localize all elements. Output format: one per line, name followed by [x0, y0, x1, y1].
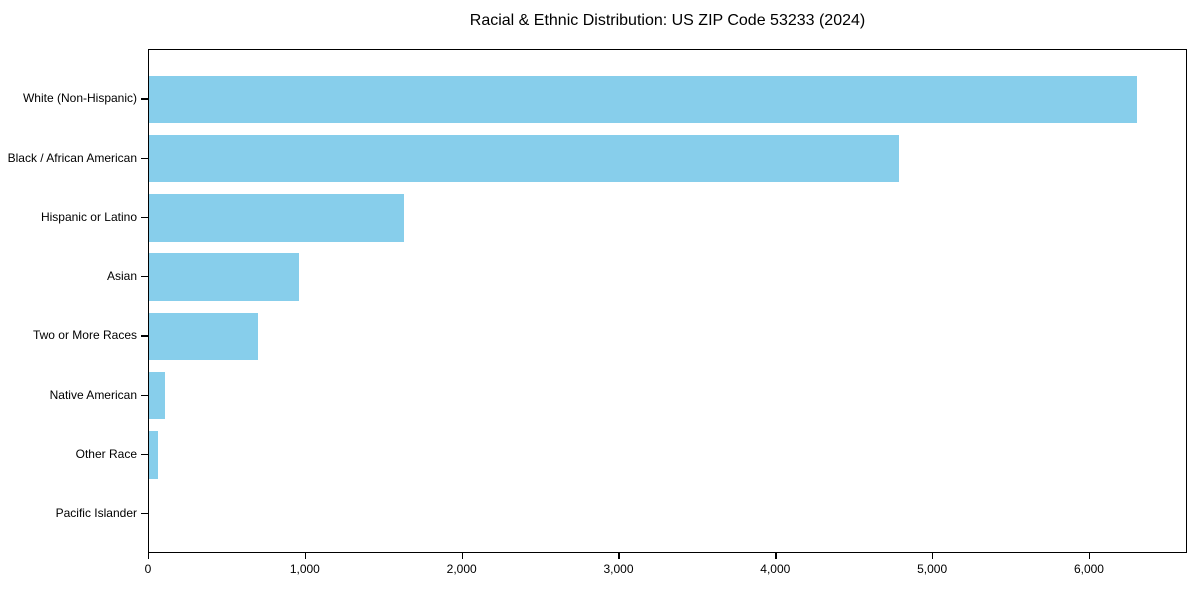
- x-tick-mark: [304, 553, 307, 559]
- x-axis-tick-label: 1,000: [289, 562, 320, 576]
- y-axis-label: Black / African American: [7, 150, 137, 165]
- x-tick-mark: [775, 553, 777, 559]
- bar-category-1: [149, 134, 899, 183]
- x-axis-tick-label: 2,000: [446, 562, 477, 576]
- y-axis-label: Two or More Races: [32, 328, 137, 343]
- y-axis-label: Pacific Islander: [55, 506, 137, 521]
- x-axis-tick-label: 6,000: [1073, 562, 1104, 576]
- x-tick-mark: [461, 553, 463, 559]
- bar-category-4: [149, 312, 258, 361]
- x-tick-mark: [932, 553, 934, 559]
- x-tick-mark: [1088, 553, 1091, 559]
- y-axis-label: Hispanic or Latino: [40, 209, 137, 224]
- y-axis-label: Other Race: [75, 446, 137, 461]
- y-tick-mark: [141, 394, 148, 396]
- y-axis-label: Asian: [106, 269, 137, 284]
- y-tick-mark: [141, 276, 148, 278]
- y-tick-mark: [141, 216, 148, 219]
- x-tick-mark: [148, 553, 150, 559]
- y-axis-label: White (Non-Hispanic): [22, 91, 137, 106]
- y-tick-mark: [141, 513, 148, 515]
- bar-category-3: [149, 253, 299, 301]
- y-tick-mark: [141, 98, 148, 100]
- bar-category-0: [149, 75, 1138, 124]
- y-tick-mark: [141, 453, 148, 456]
- plot-area: [148, 49, 1187, 553]
- y-tick-mark: [141, 335, 148, 337]
- bar-category-2: [149, 194, 404, 242]
- x-tick-mark: [618, 553, 620, 559]
- bar-category-6: [149, 431, 158, 479]
- y-tick-mark: [141, 157, 148, 159]
- bar-category-5: [149, 371, 166, 420]
- x-axis-tick-label: 5,000: [917, 562, 948, 576]
- x-axis-tick-label: 3,000: [603, 562, 634, 576]
- x-axis-tick-label: 0: [144, 562, 152, 576]
- chart-title: Racial & Ethnic Distribution: US ZIP Cod…: [469, 12, 866, 29]
- y-axis-label: Native American: [49, 387, 137, 402]
- x-axis-tick-label: 4,000: [760, 562, 791, 576]
